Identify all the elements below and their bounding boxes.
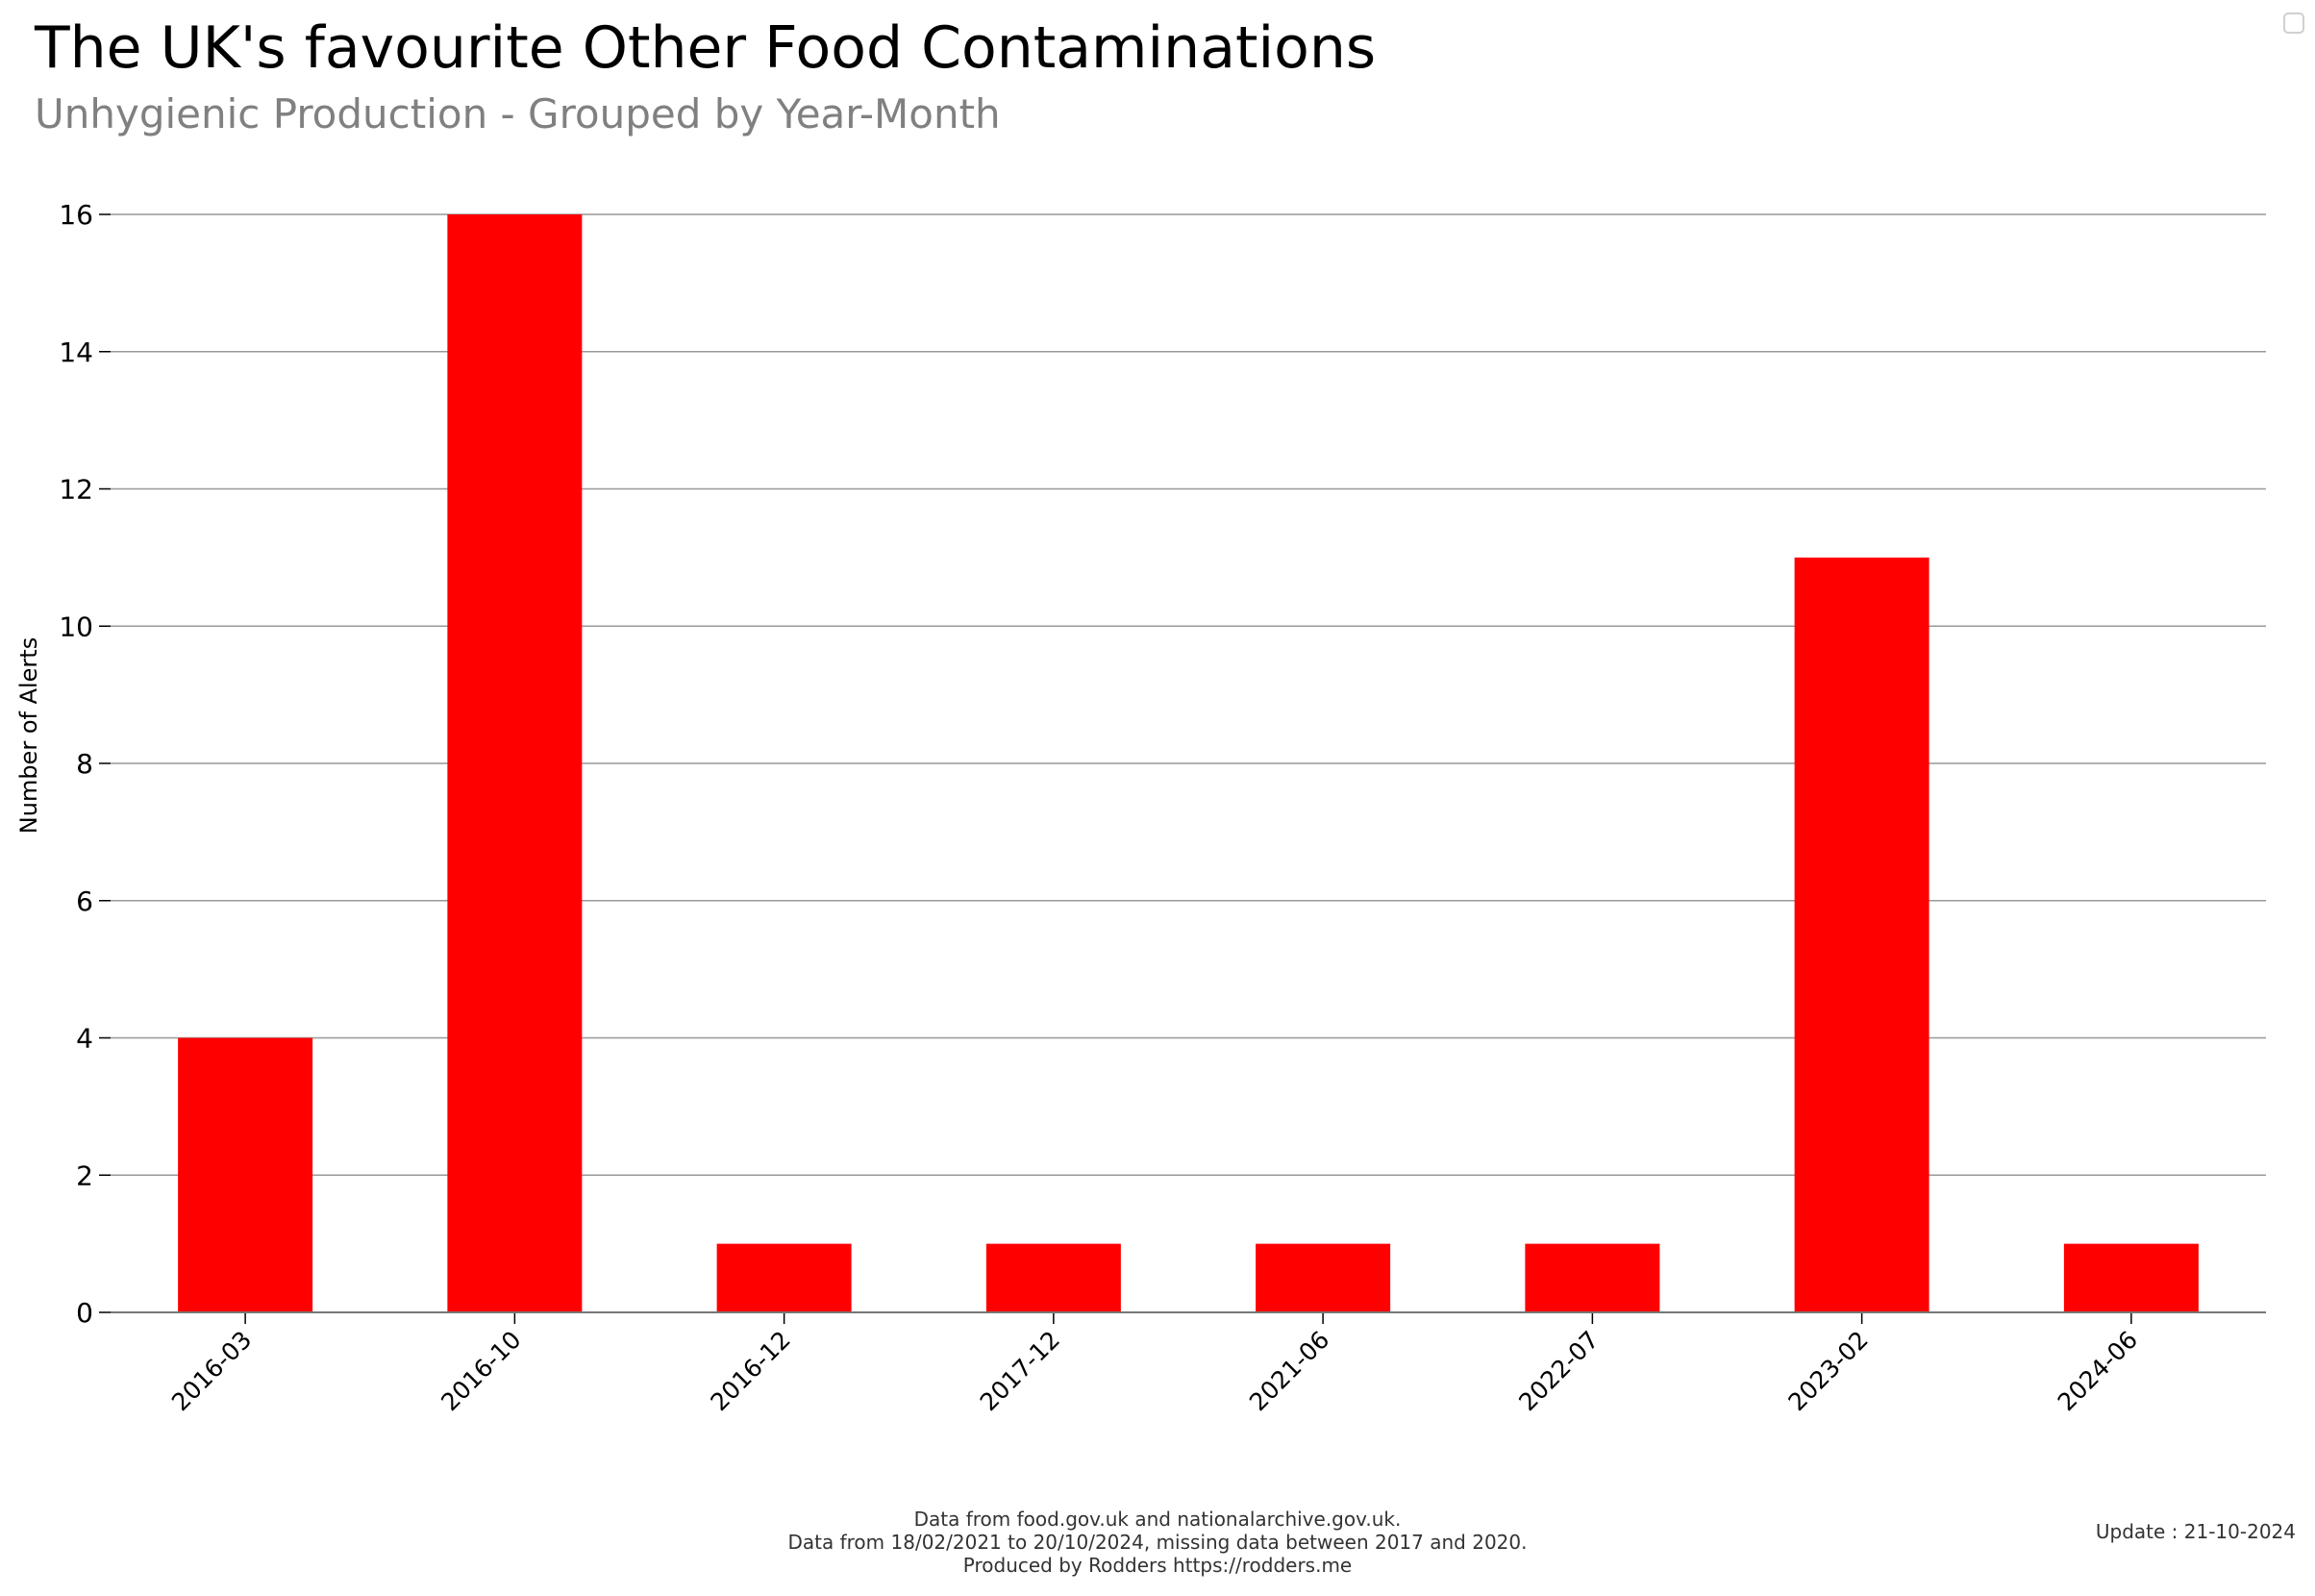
x-axis: 2016-03 2016-10 2016-12 2017-12 2021-06 2022-… [111, 1311, 2266, 1416]
chart-title: The UK's favourite Other Food Contaminat… [34, 14, 1376, 82]
x-tick-label: 2016-12 [705, 1326, 795, 1416]
y-tick-label: 10 [59, 611, 93, 642]
bar-2016-03 [178, 1037, 313, 1312]
y-tick-label: 2 [76, 1160, 93, 1191]
x-tick-label: 2024-06 [2053, 1326, 2143, 1416]
gridlines [111, 213, 2266, 1176]
bar-2017-12 [985, 1243, 1121, 1312]
y-axis: 0 2 4 6 8 10 12 14 16 [59, 199, 111, 1329]
x-tick-label: 2023-02 [1782, 1326, 1873, 1416]
bar-2022-07 [1525, 1243, 1660, 1312]
y-tick-label: 4 [76, 1023, 93, 1055]
x-tick-label: 2017-12 [975, 1326, 1065, 1416]
bar-2016-12 [716, 1243, 852, 1312]
y-tick-label: 0 [76, 1297, 93, 1329]
y-tick-label: 16 [59, 199, 93, 231]
y-tick-label: 14 [59, 337, 93, 368]
y-tick-label: 6 [76, 885, 93, 917]
x-tick-label: 2021-06 [1244, 1326, 1334, 1416]
y-axis-label: Number of Alerts [15, 637, 42, 834]
bar-2016-10 [447, 214, 583, 1312]
checkbox-icon[interactable] [2283, 12, 2304, 34]
footer-line-2: Data from 18/02/2021 to 20/10/2024, miss… [788, 1531, 1528, 1554]
update-date: Update : 21-10-2024 [2096, 1520, 2296, 1543]
footer-line-1: Data from food.gov.uk and nationalarchiv… [914, 1508, 1402, 1531]
bar-2021-06 [1256, 1243, 1391, 1312]
x-tick-label: 2016-03 [166, 1326, 257, 1416]
bar-2023-02 [1794, 557, 1929, 1312]
y-tick-label: 12 [59, 474, 93, 506]
x-tick-label: 2016-10 [436, 1326, 526, 1416]
chart-subtitle: Unhygienic Production - Grouped by Year-… [35, 90, 1001, 137]
bar-2024-06 [2063, 1243, 2199, 1312]
y-tick-label: 8 [76, 748, 93, 780]
footer-line-3: Produced by Rodders https://rodders.me [963, 1554, 1352, 1577]
bars [178, 214, 2199, 1312]
x-tick-label: 2022-07 [1513, 1326, 1604, 1416]
